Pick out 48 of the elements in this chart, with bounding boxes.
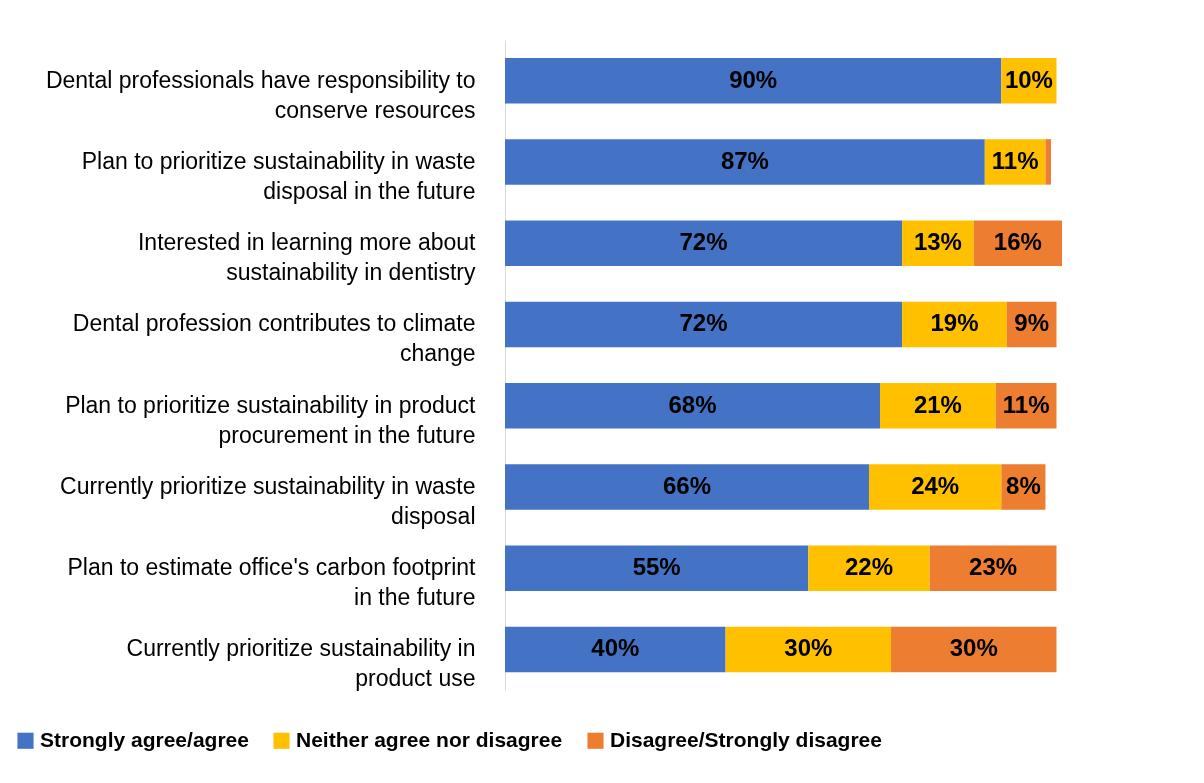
y-tick-label: Dental profession contributes to climate change xyxy=(72,310,476,367)
data-label: 11% xyxy=(1002,390,1050,418)
data-label: 21% xyxy=(913,390,962,418)
y-tick-label: Interested in learning more about sustainability in dentistry xyxy=(137,229,477,286)
data-label: 11% xyxy=(991,146,1039,174)
data-label: 16% xyxy=(993,228,1042,256)
data-label: 9% xyxy=(1014,309,1050,337)
bar xyxy=(868,464,1002,510)
data-label: 40% xyxy=(591,634,640,662)
bar xyxy=(808,545,930,591)
bar xyxy=(505,139,985,185)
data-label: 23% xyxy=(969,553,1018,581)
y-tick-label: Currently prioritize sustainability in product use xyxy=(126,635,476,692)
legend-label: Disagree/Strongly disagree xyxy=(610,727,882,751)
y-tick-label: Dental professionals have responsibility to conserve resources xyxy=(45,66,476,123)
y-tick-label: Plan to estimate office's carbon footprint in the future xyxy=(67,554,477,611)
legend-label: Neither agree nor disagree xyxy=(296,727,563,751)
data-label: 72% xyxy=(679,309,728,337)
legend-label: Strongly agree/agree xyxy=(40,727,249,751)
bar xyxy=(505,301,903,348)
bar xyxy=(505,57,1002,104)
data-label: 19% xyxy=(930,309,979,337)
y-tick-label: Currently prioritize sustainability in waste disposal xyxy=(60,472,476,529)
bar xyxy=(891,626,1057,673)
data-label: 13% xyxy=(913,228,962,256)
y-tick-label: Plan to prioritize sustainability in waste disposal in the future xyxy=(81,147,476,204)
data-label: 22% xyxy=(844,553,893,581)
data-label: 72% xyxy=(679,228,728,256)
data-label: 8% xyxy=(1006,471,1041,499)
data-label: 66% xyxy=(662,471,712,499)
bar xyxy=(505,382,881,429)
data-label: 30% xyxy=(949,634,998,662)
data-label: 68% xyxy=(668,390,717,418)
bar xyxy=(929,545,1057,591)
data-label: 90% xyxy=(729,65,778,93)
y-tick-label: Plan to prioritize sustainability in product procurement in the future xyxy=(65,391,477,448)
bar xyxy=(505,464,869,510)
bar xyxy=(505,626,726,673)
bar xyxy=(505,220,903,266)
data-label: 24% xyxy=(911,471,960,499)
bar xyxy=(880,382,996,429)
bar xyxy=(1045,139,1051,185)
data-label: 30% xyxy=(784,634,833,662)
bar xyxy=(725,626,892,673)
bar xyxy=(505,545,809,591)
data-label: 55% xyxy=(632,553,681,581)
data-label: 10% xyxy=(1004,65,1053,93)
data-label: 87% xyxy=(720,146,769,174)
